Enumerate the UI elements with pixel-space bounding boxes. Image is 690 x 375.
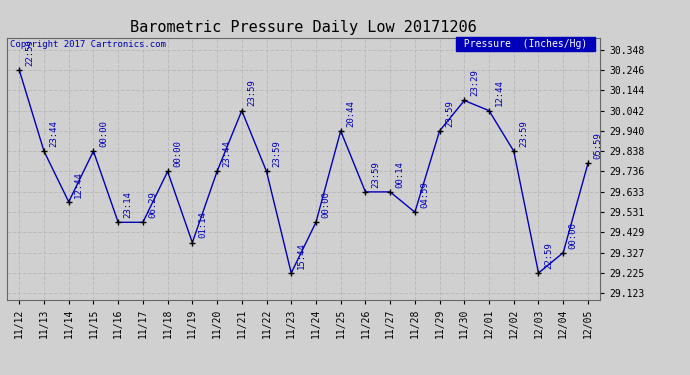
- Text: 00:00: 00:00: [569, 222, 578, 249]
- Text: 12:44: 12:44: [75, 171, 83, 198]
- Text: 00:00: 00:00: [173, 140, 182, 167]
- Text: 00:14: 00:14: [395, 161, 405, 188]
- Text: 23:44: 23:44: [50, 120, 59, 147]
- Text: 00:00: 00:00: [99, 120, 108, 147]
- Text: 01:14: 01:14: [198, 211, 207, 238]
- Text: 20:44: 20:44: [346, 100, 355, 127]
- Text: 23:59: 23:59: [520, 120, 529, 147]
- Text: 04:59: 04:59: [420, 181, 429, 208]
- Text: 23:59: 23:59: [272, 140, 281, 167]
- Text: 12:44: 12:44: [495, 80, 504, 106]
- Text: Copyright 2017 Cartronics.com: Copyright 2017 Cartronics.com: [10, 40, 166, 49]
- Text: 22:59: 22:59: [544, 242, 553, 269]
- Text: 06:29: 06:29: [148, 191, 157, 218]
- Text: Pressure  (Inches/Hg): Pressure (Inches/Hg): [458, 39, 593, 49]
- Text: 15:44: 15:44: [297, 242, 306, 269]
- Title: Barometric Pressure Daily Low 20171206: Barometric Pressure Daily Low 20171206: [130, 20, 477, 35]
- Text: 23:14: 23:14: [124, 191, 132, 218]
- Text: 00:00: 00:00: [322, 191, 331, 218]
- Text: 05:59: 05:59: [593, 132, 602, 159]
- Text: 23:44: 23:44: [223, 140, 232, 167]
- Text: 23:59: 23:59: [247, 80, 257, 106]
- Text: 23:59: 23:59: [371, 161, 380, 188]
- Text: 23:29: 23:29: [470, 69, 479, 96]
- Text: 22:59: 22:59: [25, 39, 34, 66]
- Text: 23:59: 23:59: [445, 100, 454, 127]
